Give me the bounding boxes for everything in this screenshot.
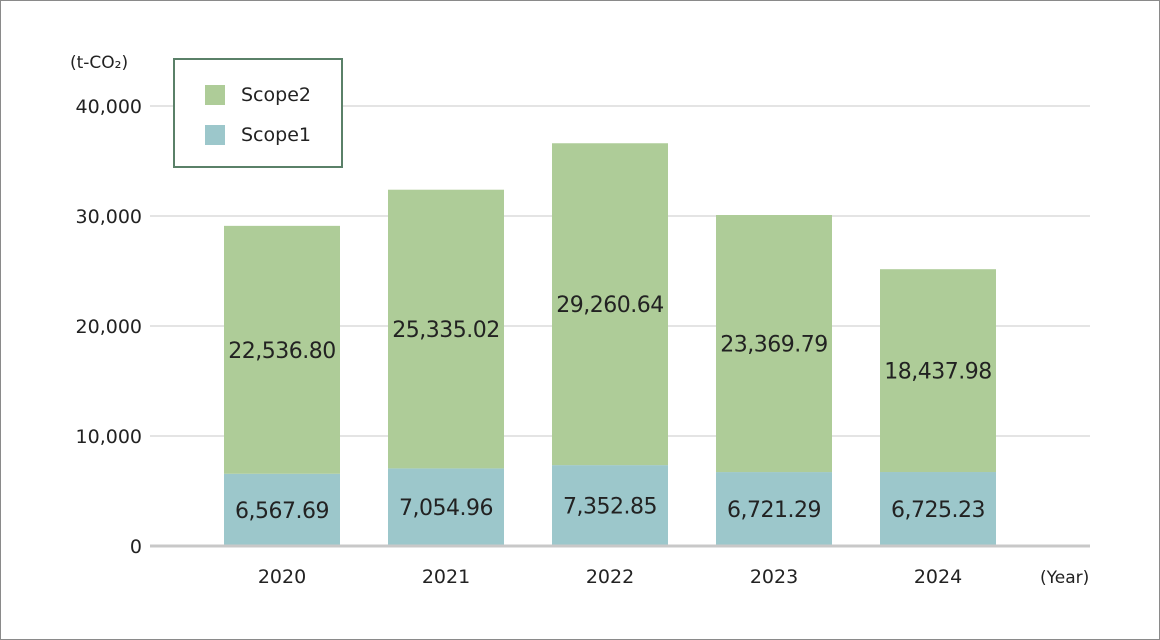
data-label: 6,567.69 (235, 499, 329, 524)
legend-label: Scope1 (241, 124, 311, 146)
bar-scope1 (388, 468, 504, 546)
y-tick-label: 0 (130, 536, 142, 558)
bar-scope2 (552, 143, 668, 466)
x-tick-label: 2024 (914, 566, 962, 588)
bar-scope1 (224, 473, 340, 546)
data-label: 25,335.02 (392, 318, 499, 343)
legend-item-scope1: Scope1 (205, 124, 311, 146)
y-axis-unit: (t-CO₂) (70, 53, 128, 73)
bar-scope1 (880, 472, 996, 546)
data-label: 22,536.80 (228, 339, 335, 364)
data-label: 6,721.29 (727, 498, 821, 523)
data-label: 18,437.98 (884, 360, 991, 385)
y-tick-label: 20,000 (76, 316, 142, 338)
data-label: 6,725.23 (891, 498, 985, 523)
y-tick-label: 30,000 (76, 206, 142, 228)
x-tick-label: 2020 (258, 566, 306, 588)
scope1-swatch (205, 125, 225, 145)
scope2-swatch (205, 85, 225, 105)
legend-label: Scope2 (241, 84, 311, 106)
data-label: 29,260.64 (556, 293, 663, 318)
data-label: 7,054.96 (399, 496, 493, 521)
bar-scope2 (880, 269, 996, 473)
bar-scope2 (224, 225, 340, 474)
data-label: 23,369.79 (720, 333, 827, 358)
bar-scope1 (552, 465, 668, 546)
x-axis-unit: (Year) (1040, 568, 1089, 588)
legend-item-scope2: Scope2 (205, 84, 311, 106)
bar-scope1 (716, 472, 832, 546)
legend: Scope2 Scope1 (173, 58, 343, 168)
data-label: 7,352.85 (563, 495, 657, 520)
y-tick-label: 40,000 (76, 96, 142, 118)
x-tick-label: 2023 (750, 566, 798, 588)
y-tick-label: 10,000 (76, 426, 142, 448)
bar-scope2 (716, 214, 832, 473)
x-tick-label: 2021 (422, 566, 470, 588)
bar-scope2 (388, 189, 504, 469)
x-tick-label: 2022 (586, 566, 634, 588)
